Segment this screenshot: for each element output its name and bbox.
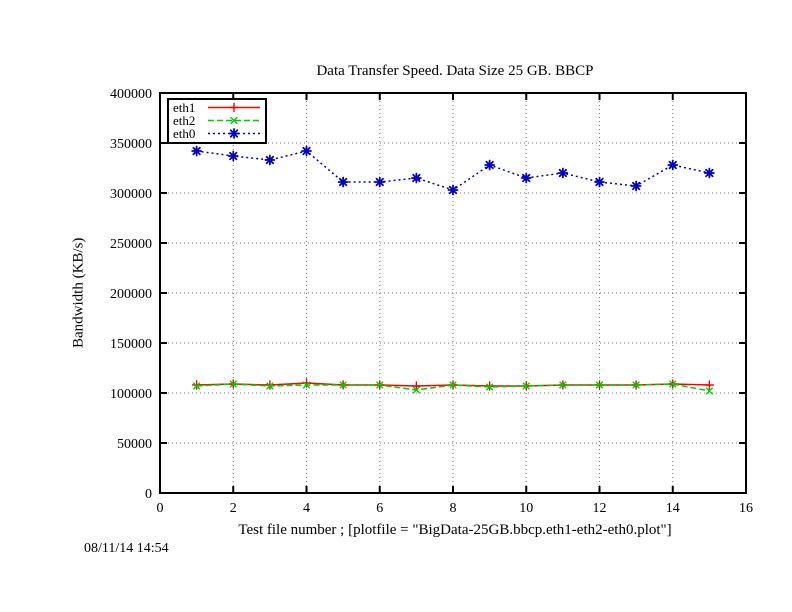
y-tick-label: 250000 xyxy=(110,237,152,252)
legend-sample-eth1-icon xyxy=(208,102,260,113)
legend-row-eth2: eth2 xyxy=(173,114,262,127)
series-eth0-markers xyxy=(191,145,715,196)
x-tick-label: 10 xyxy=(519,501,533,516)
chart-title: Data Transfer Speed. Data Size 25 GB. BB… xyxy=(316,63,594,79)
y-tick-label: 200000 xyxy=(110,287,152,302)
legend-label-eth1: eth1 xyxy=(173,100,196,115)
y-tick-label: 350000 xyxy=(110,137,152,152)
timestamp-label: 08/11/14 14:54 xyxy=(84,541,169,556)
x-tick-label: 2 xyxy=(230,501,237,516)
x-tick-label: 16 xyxy=(739,501,753,516)
legend-row-eth0: eth0 xyxy=(173,127,262,140)
x-axis-label: Test file number ; [plotfile = "BigData-… xyxy=(238,522,672,538)
x-tick-label: 14 xyxy=(666,501,680,516)
x-tick-label: 4 xyxy=(303,501,310,516)
x-tick-label: 6 xyxy=(376,501,383,516)
x-tick-label: 12 xyxy=(593,501,607,516)
legend-sample-stroke xyxy=(228,128,240,139)
series-eth2-markers xyxy=(193,380,713,395)
y-tick-label: 300000 xyxy=(110,187,152,202)
legend-label-eth2: eth2 xyxy=(173,113,196,128)
y-tick-label: 0 xyxy=(145,487,152,502)
legend-box: eth1 eth2 eth0 xyxy=(167,98,267,144)
legend-sample-eth0-icon xyxy=(208,128,260,139)
y-tick-label: 50000 xyxy=(117,437,152,452)
legend-sample-stroke xyxy=(229,102,239,113)
y-tick-label: 400000 xyxy=(110,87,152,102)
y-tick-label: 150000 xyxy=(110,337,152,352)
legend-sample-stroke xyxy=(230,116,238,125)
y-tick-label: 100000 xyxy=(110,387,152,402)
y-axis-label: Bandwidth (KB/s) xyxy=(70,237,87,349)
legend-label-eth0: eth0 xyxy=(173,126,196,141)
x-tick-label: 0 xyxy=(157,501,164,516)
legend-row-eth1: eth1 xyxy=(173,101,262,114)
x-tick-label: 8 xyxy=(450,501,457,516)
legend-sample-eth2-icon xyxy=(208,116,260,125)
